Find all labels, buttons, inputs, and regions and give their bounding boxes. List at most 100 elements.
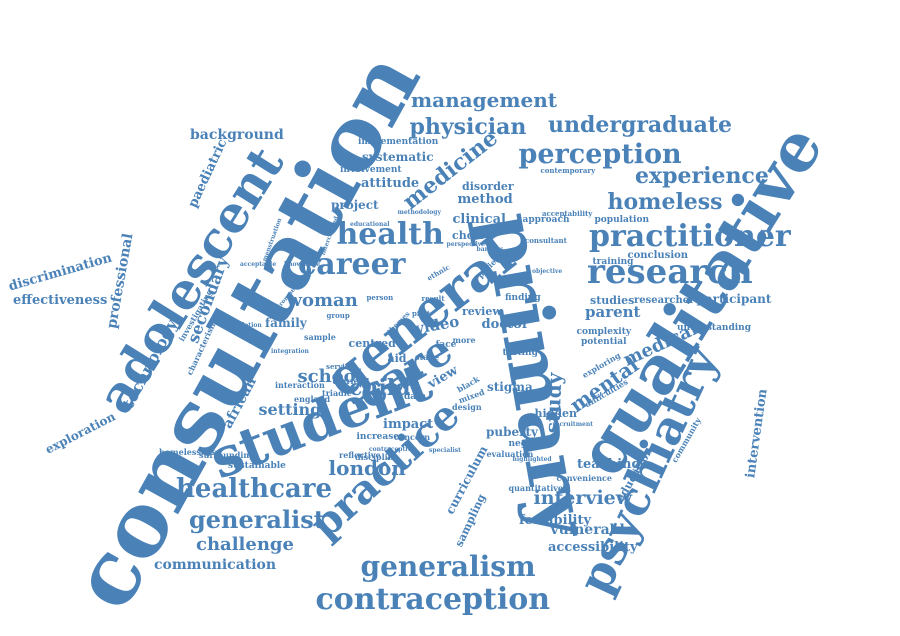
cloud-word: doctor bbox=[481, 316, 529, 332]
cloud-word: communication bbox=[154, 557, 277, 573]
cloud-word: triadic bbox=[322, 388, 352, 398]
cloud-word: accessibility bbox=[548, 539, 638, 555]
cloud-word: completion bbox=[224, 322, 262, 329]
cloud-word: training bbox=[592, 256, 634, 267]
cloud-word: vulnerable bbox=[550, 522, 634, 538]
cloud-word: undergraduate bbox=[548, 112, 732, 138]
cloud-word: implementation bbox=[358, 136, 439, 147]
cloud-word: participant bbox=[696, 292, 772, 306]
cloud-word: school bbox=[297, 366, 363, 387]
cloud-word: negative bbox=[508, 438, 552, 449]
cloud-word: healthcare bbox=[176, 474, 332, 504]
cloud-word: stigma bbox=[487, 380, 533, 394]
cloud-word: setting bbox=[258, 400, 322, 419]
cloud-word: centred bbox=[348, 336, 396, 350]
cloud-word: acceptable bbox=[240, 261, 277, 268]
cloud-word: attitude bbox=[361, 175, 420, 191]
cloud-word: finding bbox=[505, 292, 541, 303]
cloud-word: exploration bbox=[42, 409, 118, 457]
cloud-word: physician bbox=[409, 114, 527, 140]
cloud-word: contemporary bbox=[540, 165, 596, 175]
cloud-word: impact bbox=[383, 416, 434, 432]
cloud-word: parent bbox=[585, 302, 641, 321]
cloud-word: intervention bbox=[743, 387, 771, 479]
cloud-word: result bbox=[421, 293, 445, 303]
cloud-word: interview bbox=[533, 486, 633, 509]
cloud-word: sample bbox=[304, 332, 336, 342]
cloud-word: discipline bbox=[355, 452, 399, 462]
cloud-word: background bbox=[190, 127, 284, 143]
cloud-word: increase bbox=[356, 431, 400, 442]
cloud-word: more bbox=[452, 335, 476, 345]
cloud-word: england bbox=[294, 394, 331, 404]
cloud-word: design bbox=[452, 402, 482, 412]
cloud-word: concern bbox=[394, 432, 431, 442]
cloud-word: sustainable bbox=[228, 460, 286, 471]
cloud-word: teaching bbox=[577, 456, 641, 472]
cloud-word: london bbox=[328, 456, 406, 480]
cloud-word: professional bbox=[103, 232, 137, 330]
cloud-word: perception bbox=[518, 138, 682, 170]
cloud-word: recruitment bbox=[552, 421, 594, 428]
cloud-word: person bbox=[366, 292, 394, 302]
cloud-word: effectiveness bbox=[13, 292, 108, 308]
cloud-word: integration bbox=[271, 348, 309, 355]
cloud-word: aid bbox=[387, 351, 407, 365]
cloud-word: involvement bbox=[340, 164, 402, 175]
cloud-word: research bbox=[587, 252, 753, 292]
cloud-word: approach bbox=[522, 214, 570, 225]
cloud-word: review bbox=[462, 304, 502, 318]
cloud-word: challenge bbox=[196, 534, 294, 555]
cloud-word: service bbox=[326, 361, 354, 371]
cloud-word: interaction bbox=[275, 380, 325, 390]
cloud-word: surrounding bbox=[199, 450, 255, 460]
cloud-word: convenience bbox=[556, 473, 612, 483]
cloud-word: highlighted bbox=[512, 456, 552, 463]
cloud-word: discrimination bbox=[6, 250, 114, 294]
cloud-word: evaluation bbox=[486, 449, 534, 459]
cloud-word: generalism bbox=[360, 550, 536, 583]
cloud-word: data bbox=[404, 391, 427, 402]
cloud-word: perspective bbox=[446, 241, 486, 248]
cloud-word: disorder bbox=[462, 179, 514, 193]
cloud-word: generalist bbox=[189, 505, 325, 534]
cloud-word: group bbox=[326, 310, 350, 320]
cloud-word: child bbox=[349, 375, 411, 401]
cloud-word: family bbox=[265, 316, 307, 330]
cloud-word: systematic bbox=[362, 150, 434, 164]
cloud-word: method bbox=[457, 191, 513, 207]
cloud-word: management bbox=[411, 88, 557, 112]
cloud-word: conclusion bbox=[627, 250, 689, 261]
cloud-word: hidden bbox=[534, 406, 578, 420]
cloud-word: population bbox=[594, 214, 650, 225]
cloud-word: acceptability bbox=[542, 208, 593, 218]
cloud-word: clinical bbox=[452, 211, 506, 227]
cloud-word: barriers bbox=[476, 246, 504, 253]
cloud-word: understanding bbox=[677, 322, 751, 333]
cloud-word: face bbox=[435, 339, 457, 350]
cloud-word: educational bbox=[350, 221, 390, 228]
cloud-word: quantitative bbox=[508, 483, 564, 493]
cloud-word: woman bbox=[286, 290, 358, 311]
cloud-word: stage bbox=[415, 352, 440, 362]
cloud-word: researcher bbox=[634, 295, 695, 306]
cloud-word: project bbox=[331, 198, 379, 212]
cloud-word: diaries bbox=[332, 376, 364, 386]
cloud-word: choice bbox=[452, 228, 492, 242]
cloud-word: potential bbox=[581, 336, 627, 347]
cloud-word: complexity bbox=[576, 326, 632, 337]
cloud-word: homeless bbox=[607, 189, 723, 215]
cloud-word: contraceptive bbox=[369, 446, 415, 453]
cloud-word: methodology bbox=[397, 209, 441, 216]
cloud-word: contraception bbox=[315, 582, 551, 617]
cloud-word: health bbox=[336, 217, 444, 252]
cloud-word: reflective bbox=[339, 450, 381, 460]
cloud-word: pilot bbox=[412, 308, 431, 318]
cloud-word: knowledge bbox=[284, 261, 320, 268]
cloud-word: specialist bbox=[429, 447, 461, 454]
cloud-word: studies bbox=[590, 293, 635, 307]
cloud-word: puberty bbox=[486, 425, 538, 439]
cloud-word: consultant bbox=[525, 235, 567, 245]
cloud-word: homelessness bbox=[159, 447, 221, 457]
